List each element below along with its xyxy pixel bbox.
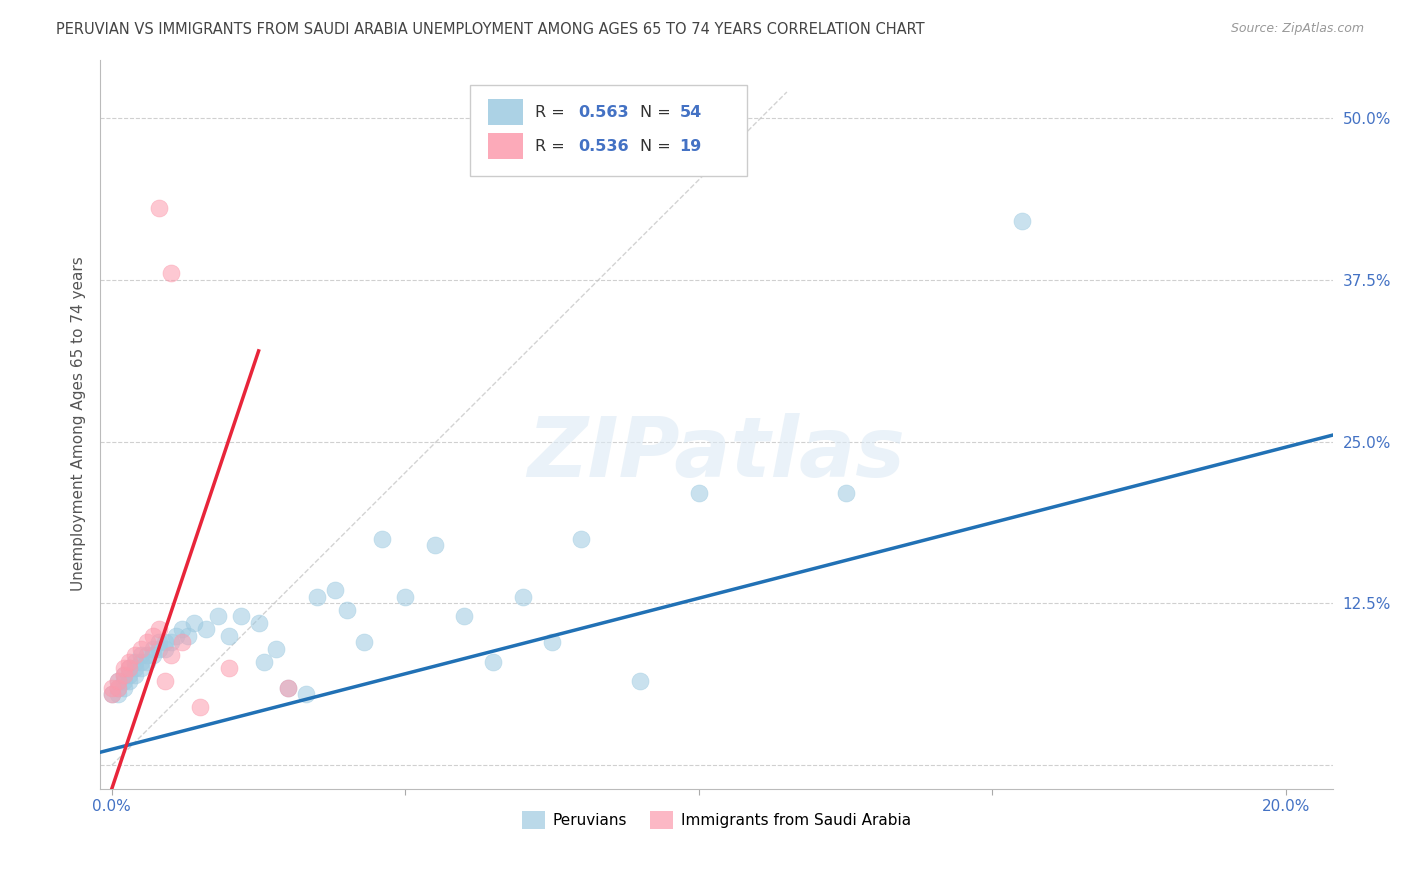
Point — [165, 629, 187, 643]
Point — [136, 655, 159, 669]
Point — [218, 661, 240, 675]
Point — [107, 681, 129, 695]
Point — [512, 590, 534, 604]
Text: PERUVIAN VS IMMIGRANTS FROM SAUDI ARABIA UNEMPLOYMENT AMONG AGES 65 TO 74 YEARS : PERUVIAN VS IMMIGRANTS FROM SAUDI ARABIA… — [56, 22, 925, 37]
Text: Source: ZipAtlas.com: Source: ZipAtlas.com — [1230, 22, 1364, 36]
Point — [1011, 214, 1033, 228]
Point — [323, 583, 346, 598]
Point — [124, 648, 146, 662]
Point — [183, 615, 205, 630]
Point — [207, 609, 229, 624]
Point — [124, 655, 146, 669]
Point — [118, 661, 141, 675]
Point — [229, 609, 252, 624]
Point — [218, 629, 240, 643]
Text: N =: N = — [640, 139, 676, 153]
Point — [153, 674, 176, 689]
Point — [177, 629, 200, 643]
Point — [142, 629, 165, 643]
Point — [571, 532, 593, 546]
Point — [277, 681, 299, 695]
Point — [107, 674, 129, 689]
Point — [107, 687, 129, 701]
Point — [688, 486, 710, 500]
Point — [107, 674, 129, 689]
Point — [124, 661, 146, 675]
Point — [172, 635, 194, 649]
Point — [148, 641, 170, 656]
Point — [153, 641, 176, 656]
Point — [142, 641, 165, 656]
Point — [194, 622, 217, 636]
Bar — [488, 133, 523, 160]
Text: R =: R = — [536, 104, 569, 120]
Point — [136, 648, 159, 662]
Point — [129, 655, 152, 669]
Point — [118, 674, 141, 689]
Point — [541, 635, 564, 649]
Point — [153, 635, 176, 649]
Point — [136, 635, 159, 649]
Text: 19: 19 — [679, 139, 702, 153]
Point — [101, 687, 124, 701]
Point — [118, 661, 141, 675]
FancyBboxPatch shape — [470, 85, 747, 177]
Point — [253, 655, 276, 669]
Point — [247, 615, 270, 630]
Point — [148, 635, 170, 649]
Point — [101, 687, 124, 701]
Point — [129, 648, 152, 662]
Point — [453, 609, 475, 624]
Legend: Peruvians, Immigrants from Saudi Arabia: Peruvians, Immigrants from Saudi Arabia — [516, 805, 917, 836]
Point — [101, 681, 124, 695]
Point — [294, 687, 316, 701]
Point — [353, 635, 375, 649]
Bar — [488, 99, 523, 125]
Point — [371, 532, 394, 546]
Point — [159, 266, 181, 280]
Text: R =: R = — [536, 139, 569, 153]
Point — [118, 667, 141, 681]
Text: ZIPatlas: ZIPatlas — [527, 413, 905, 493]
Point — [264, 641, 287, 656]
Point — [277, 681, 299, 695]
Point — [129, 661, 152, 675]
Point — [112, 667, 135, 681]
Point — [129, 641, 152, 656]
Point — [112, 674, 135, 689]
Point — [118, 655, 141, 669]
Text: N =: N = — [640, 104, 676, 120]
Point — [482, 655, 505, 669]
Point — [628, 674, 651, 689]
Point — [112, 681, 135, 695]
Point — [148, 202, 170, 216]
Point — [307, 590, 329, 604]
Point — [159, 635, 181, 649]
Point — [423, 538, 446, 552]
Y-axis label: Unemployment Among Ages 65 to 74 years: Unemployment Among Ages 65 to 74 years — [72, 257, 86, 591]
Point — [107, 681, 129, 695]
Point — [142, 648, 165, 662]
Point — [336, 603, 359, 617]
Point — [148, 622, 170, 636]
Point — [159, 648, 181, 662]
Text: 0.563: 0.563 — [578, 104, 628, 120]
Point — [172, 622, 194, 636]
Point — [124, 667, 146, 681]
Point — [112, 667, 135, 681]
Text: 0.536: 0.536 — [578, 139, 628, 153]
Text: 54: 54 — [679, 104, 702, 120]
Point — [834, 486, 856, 500]
Point — [112, 661, 135, 675]
Point — [394, 590, 416, 604]
Point — [188, 700, 211, 714]
